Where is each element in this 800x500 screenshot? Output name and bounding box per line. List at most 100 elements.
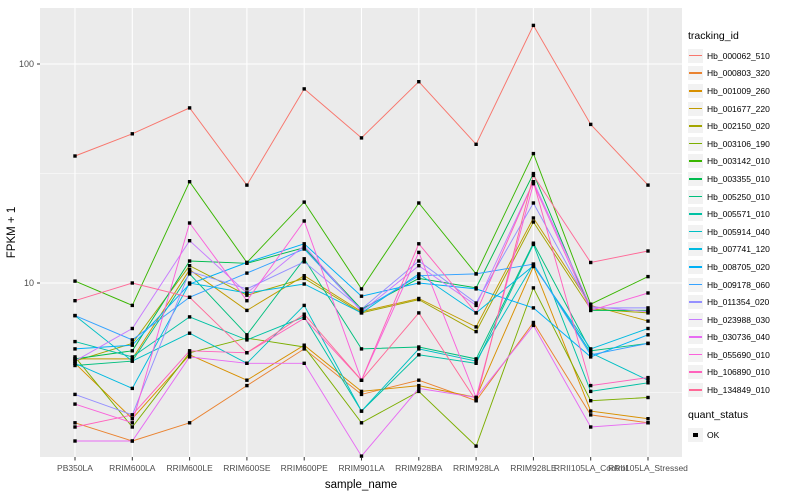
data-point <box>417 272 421 276</box>
data-point <box>359 309 364 314</box>
data-point <box>187 272 192 276</box>
legend-key-swatch <box>688 154 703 169</box>
legend-key-swatch <box>688 295 703 310</box>
data-point <box>302 316 306 320</box>
data-point <box>531 173 536 178</box>
legend-panel: tracking_id Hb_000062_510 Hb_000803_320 Hb… <box>688 30 798 443</box>
data-point <box>73 392 77 397</box>
legend-item-label: Hb_001677_220 <box>707 103 770 114</box>
data-point <box>73 299 77 303</box>
data-point <box>130 326 134 331</box>
data-point <box>187 239 192 243</box>
data-point <box>531 151 536 156</box>
data-point <box>531 320 536 325</box>
data-point <box>417 345 421 349</box>
legend-item-label: Hb_003355_010 <box>707 173 770 184</box>
y-tick-label: 100 <box>19 59 34 69</box>
data-point <box>474 444 478 448</box>
legend-item-label: Hb_008705_020 <box>707 261 770 272</box>
data-point <box>73 361 77 365</box>
data-point <box>302 276 306 281</box>
data-point <box>130 386 134 391</box>
data-point <box>359 421 364 425</box>
data-point <box>130 303 134 308</box>
legend-item-label: Hb_023988_030 <box>707 314 770 325</box>
legend-item-Hb_009178_060: Hb_009178_060 <box>688 276 798 294</box>
legend-item-label: Hb_134849_010 <box>707 385 770 396</box>
x-tick-label: RRIM928BA <box>395 463 443 473</box>
data-point <box>589 351 593 355</box>
data-point <box>245 271 249 275</box>
data-point <box>187 180 192 184</box>
legend-key-line <box>689 125 702 127</box>
data-point <box>130 341 134 346</box>
data-point <box>589 260 593 265</box>
legend-item-Hb_002150_020: Hb_002150_020 <box>688 117 798 135</box>
data-point <box>245 299 249 303</box>
data-point <box>130 338 134 342</box>
data-point <box>531 323 536 328</box>
data-point <box>302 244 306 248</box>
data-point <box>302 274 306 278</box>
data-point <box>359 389 364 394</box>
data-point <box>302 87 306 91</box>
data-point <box>417 347 421 351</box>
legend-key-line <box>689 301 702 303</box>
legend-key-swatch <box>688 330 703 345</box>
x-tick-label: RRIM928LE <box>510 463 557 473</box>
data-point <box>359 378 364 382</box>
data-point <box>417 378 421 382</box>
quant-status-label: OK <box>707 429 720 440</box>
x-tick-label: RRIM600PE <box>281 463 329 473</box>
legend-item-label: Hb_007741_120 <box>707 244 770 255</box>
legend-key-line <box>689 213 702 215</box>
x-tick-label: RRIM600SE <box>223 463 271 473</box>
data-point <box>417 259 421 263</box>
data-point <box>302 361 306 365</box>
data-point <box>245 287 249 291</box>
data-point <box>417 297 421 302</box>
legend-key-swatch <box>688 242 703 257</box>
legend-item-Hb_003106_190: Hb_003106_190 <box>688 135 798 153</box>
data-point <box>474 329 478 334</box>
legend-item-Hb_005250_010: Hb_005250_010 <box>688 188 798 206</box>
data-point <box>73 402 77 406</box>
data-point <box>302 219 306 223</box>
data-point <box>130 413 134 417</box>
legend-item-label: Hb_001009_260 <box>707 85 770 96</box>
data-point <box>187 331 192 335</box>
data-point <box>417 250 421 255</box>
legend-item-Hb_007741_120: Hb_007741_120 <box>688 241 798 259</box>
data-point <box>73 279 77 283</box>
data-point <box>589 355 593 359</box>
legend-item-Hb_005571_010: Hb_005571_010 <box>688 205 798 223</box>
data-point <box>245 361 249 365</box>
data-point <box>531 286 536 290</box>
data-point <box>474 287 478 291</box>
y-axis-title: FPKM + 1 <box>6 207 18 258</box>
data-point <box>130 421 134 425</box>
data-point <box>302 242 306 246</box>
y-tick-label: 10 <box>24 278 34 288</box>
data-point <box>589 349 593 353</box>
data-point <box>531 23 536 28</box>
legend-item-label: Hb_002150_020 <box>707 121 770 132</box>
legend-key-line <box>689 336 702 338</box>
legend-key-swatch <box>688 365 703 380</box>
data-point <box>531 201 536 205</box>
data-point <box>130 417 134 421</box>
data-point <box>130 425 134 429</box>
legend-key-swatch <box>688 48 703 63</box>
data-point <box>589 399 593 403</box>
legend-item-label: Hb_005250_010 <box>707 191 770 202</box>
data-point <box>130 355 134 359</box>
data-point <box>302 282 306 286</box>
legend-key-swatch <box>688 189 703 204</box>
data-point <box>73 363 77 368</box>
data-point <box>417 276 421 281</box>
legend-key-line <box>689 283 702 286</box>
quant-key-swatch <box>688 427 703 442</box>
data-point <box>187 295 192 299</box>
data-point <box>417 80 421 84</box>
legend-key-swatch <box>688 83 703 98</box>
